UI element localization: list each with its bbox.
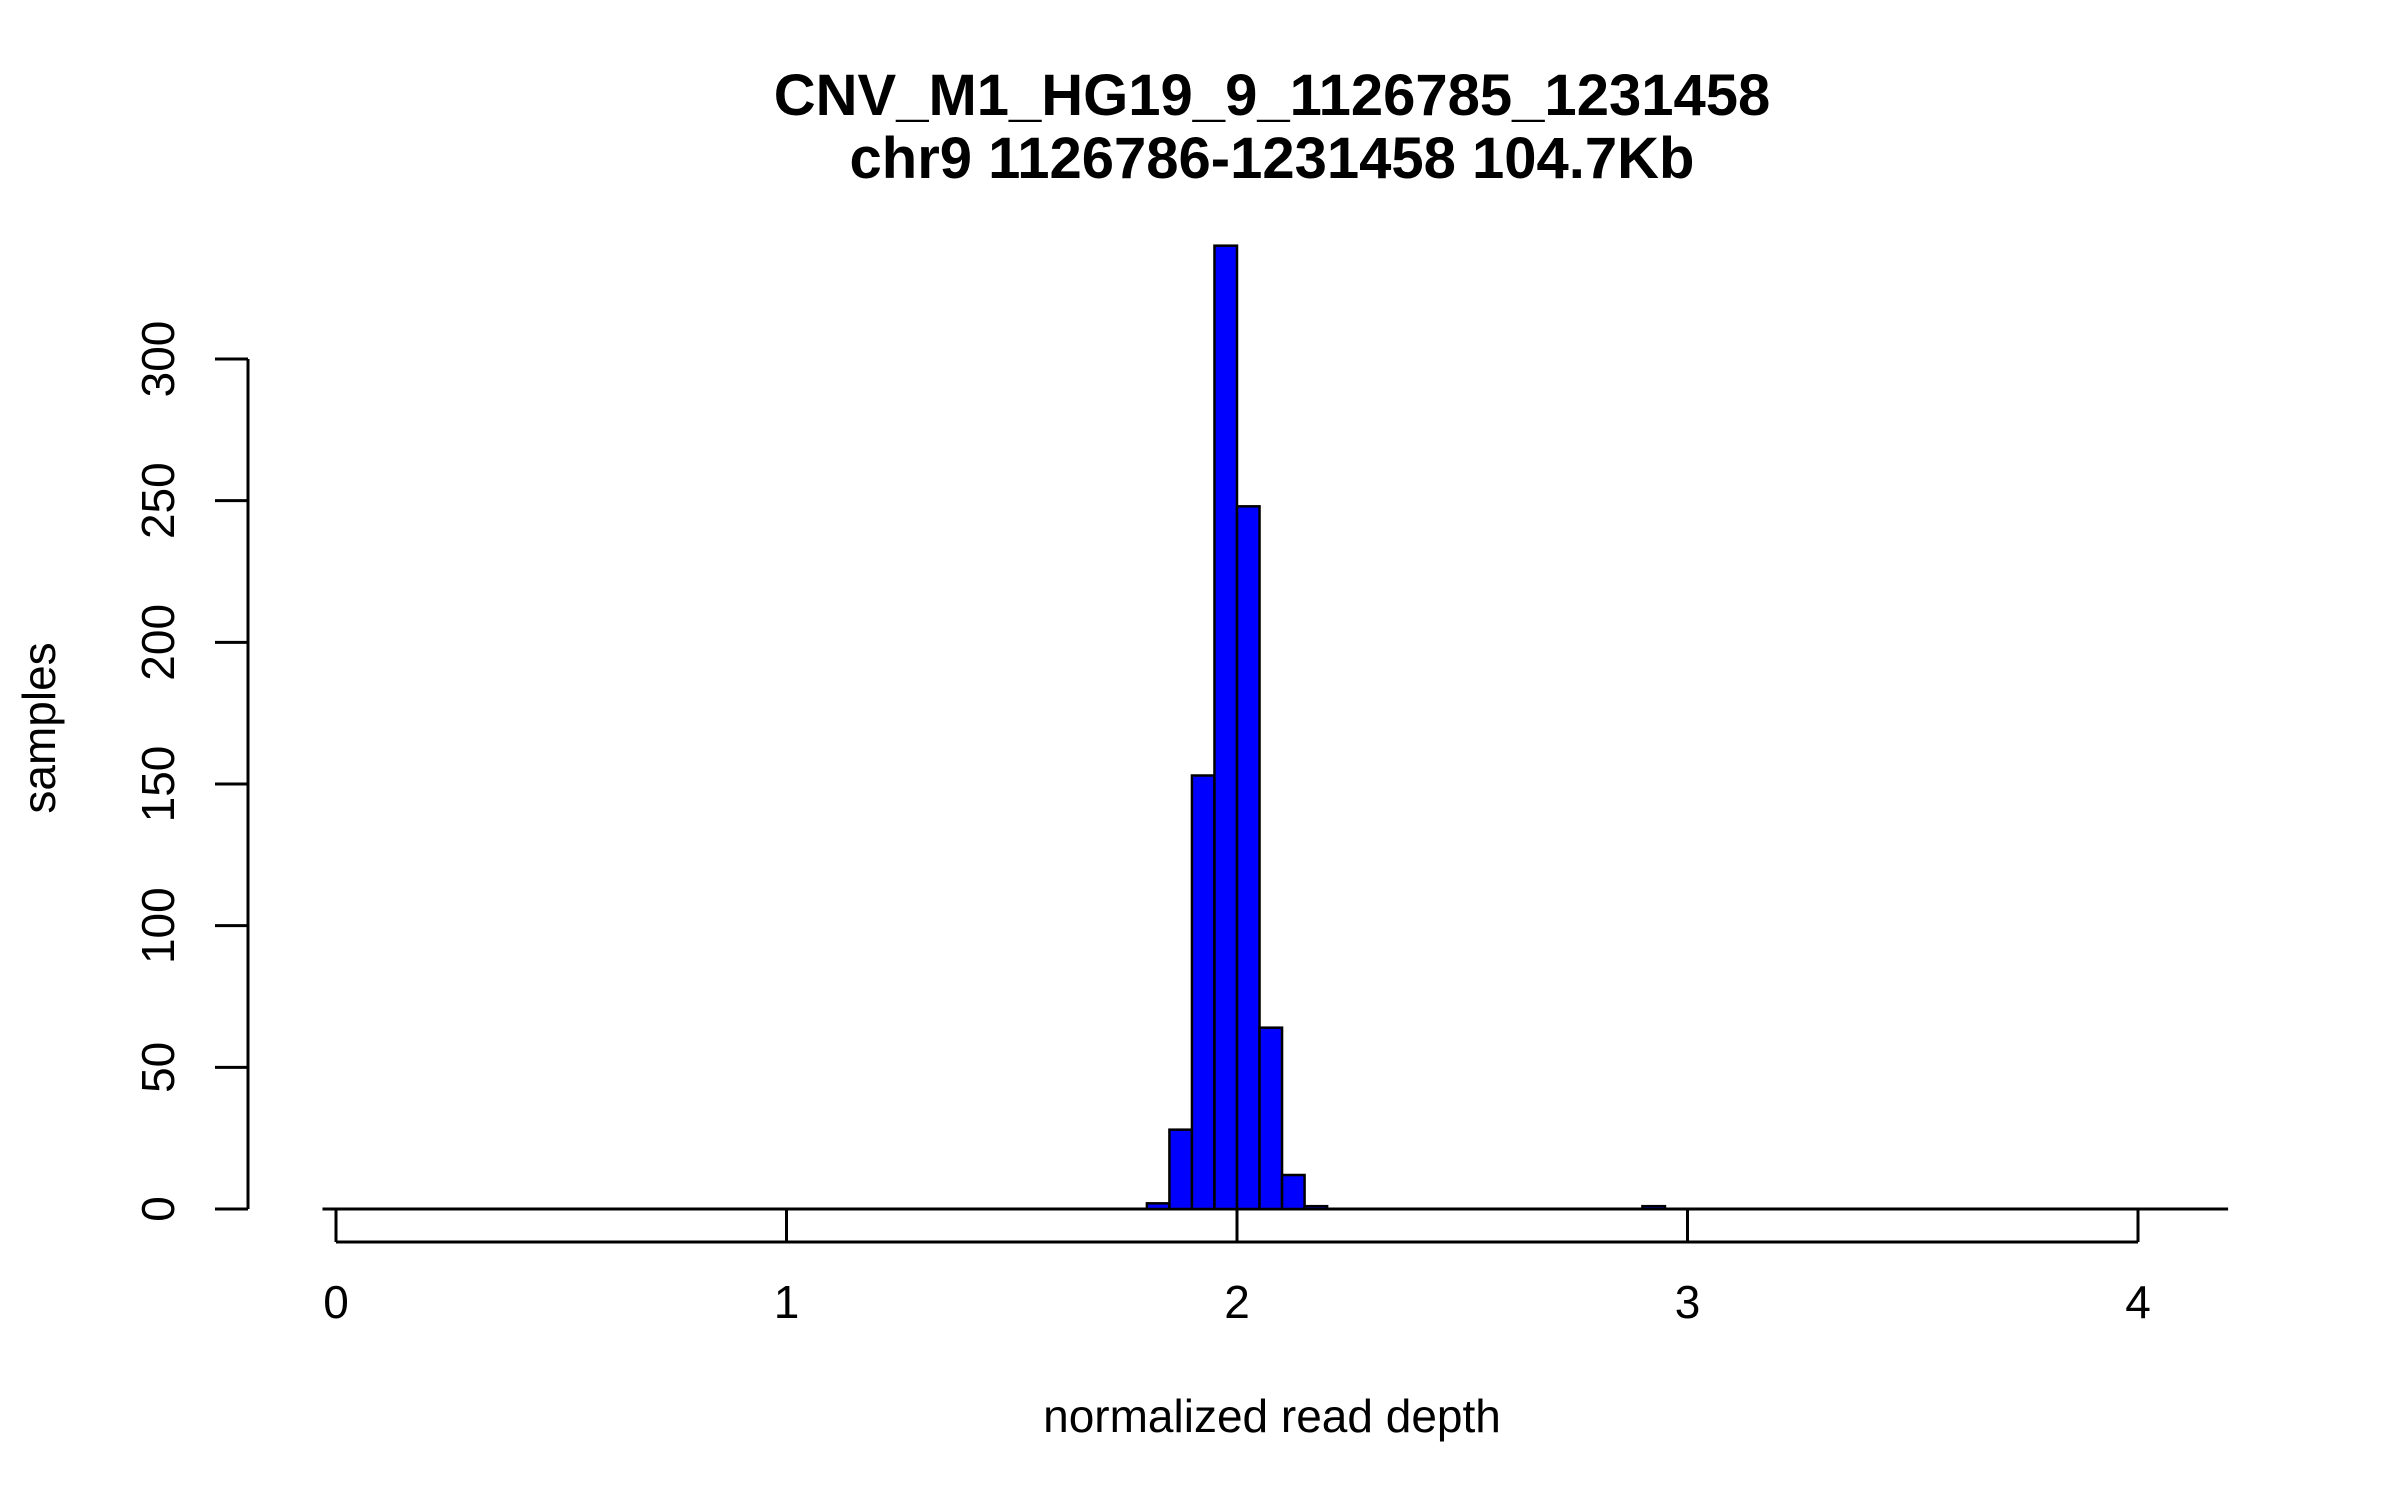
x-tick-label: 0 — [323, 1276, 349, 1328]
x-tick-label: 4 — [2125, 1276, 2151, 1328]
histogram-bar — [1213, 244, 1239, 1211]
y-axis: 0 50 100 150 200 250 300 — [132, 321, 250, 1222]
histogram-bar — [1641, 1204, 1667, 1211]
histogram-bar — [1235, 505, 1261, 1211]
x-tick-label: 1 — [774, 1276, 800, 1328]
x-axis: 0 1 2 3 4 — [323, 1209, 2151, 1328]
bars-group — [322, 244, 2229, 1211]
y-tick-label: 300 — [132, 321, 184, 398]
y-tick-label: 150 — [132, 746, 184, 823]
histogram-bar — [1303, 1204, 1329, 1211]
x-tick-label: 3 — [1675, 1276, 1701, 1328]
y-tick-label: 50 — [132, 1042, 184, 1093]
y-tick-label: 200 — [132, 604, 184, 681]
histogram-bar — [1145, 1202, 1171, 1211]
histogram-bar — [1190, 774, 1216, 1211]
y-tick-label: 0 — [132, 1196, 184, 1222]
x-axis-label: normalized read depth — [1043, 1390, 1501, 1442]
y-tick-label: 250 — [132, 462, 184, 539]
histogram-bar — [1280, 1173, 1306, 1211]
y-axis-label: samples — [13, 642, 65, 813]
chart-subtitle: chr9 1126786-1231458 104.7Kb — [850, 126, 1695, 191]
x-tick-label: 2 — [1224, 1276, 1250, 1328]
chart-title: CNV_M1_HG19_9_1126785_1231458 — [774, 63, 1770, 128]
histogram-bar — [1258, 1026, 1284, 1211]
histogram-bar — [1168, 1128, 1194, 1211]
y-tick-label: 100 — [132, 887, 184, 964]
